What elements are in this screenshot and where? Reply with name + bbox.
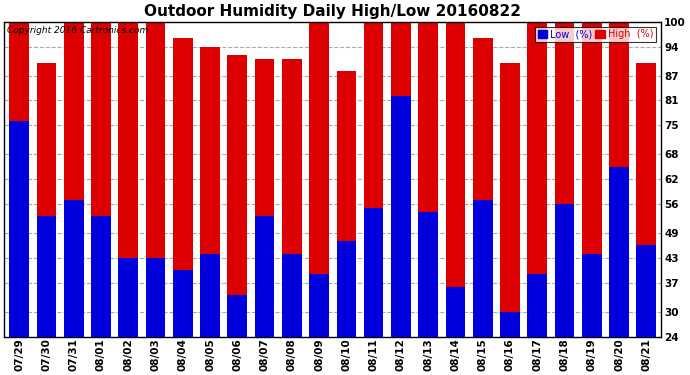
Bar	[418, 22, 438, 337]
Bar	[228, 55, 247, 337]
Bar	[37, 216, 57, 337]
Bar	[609, 22, 629, 337]
Bar	[146, 22, 166, 337]
Bar	[418, 212, 438, 337]
Bar	[119, 258, 138, 337]
Bar	[200, 254, 220, 337]
Bar	[555, 204, 574, 337]
Bar	[64, 200, 83, 337]
Bar	[500, 63, 520, 337]
Bar	[200, 46, 220, 337]
Bar	[582, 22, 602, 337]
Text: Copyright 2016 Cartronics.com: Copyright 2016 Cartronics.com	[8, 27, 149, 36]
Bar	[146, 258, 166, 337]
Legend: Low  (%), High  (%): Low (%), High (%)	[535, 27, 656, 42]
Bar	[309, 22, 329, 337]
Bar	[173, 38, 193, 337]
Bar	[527, 274, 547, 337]
Bar	[609, 167, 629, 337]
Bar	[636, 63, 656, 337]
Bar	[173, 270, 193, 337]
Bar	[282, 254, 302, 337]
Bar	[282, 59, 302, 337]
Bar	[636, 245, 656, 337]
Bar	[446, 22, 465, 337]
Bar	[255, 59, 275, 337]
Bar	[228, 295, 247, 337]
Bar	[582, 254, 602, 337]
Bar	[364, 208, 384, 337]
Bar	[10, 121, 29, 337]
Bar	[91, 22, 111, 337]
Bar	[37, 63, 57, 337]
Bar	[337, 71, 356, 337]
Bar	[555, 22, 574, 337]
Bar	[119, 22, 138, 337]
Bar	[391, 22, 411, 337]
Bar	[337, 241, 356, 337]
Bar	[309, 274, 329, 337]
Bar	[473, 200, 493, 337]
Bar	[391, 96, 411, 337]
Bar	[364, 22, 384, 337]
Bar	[446, 287, 465, 337]
Bar	[255, 216, 275, 337]
Bar	[10, 22, 29, 337]
Bar	[91, 216, 111, 337]
Bar	[500, 312, 520, 337]
Title: Outdoor Humidity Daily High/Low 20160822: Outdoor Humidity Daily High/Low 20160822	[144, 4, 521, 19]
Bar	[527, 22, 547, 337]
Bar	[473, 38, 493, 337]
Bar	[64, 22, 83, 337]
